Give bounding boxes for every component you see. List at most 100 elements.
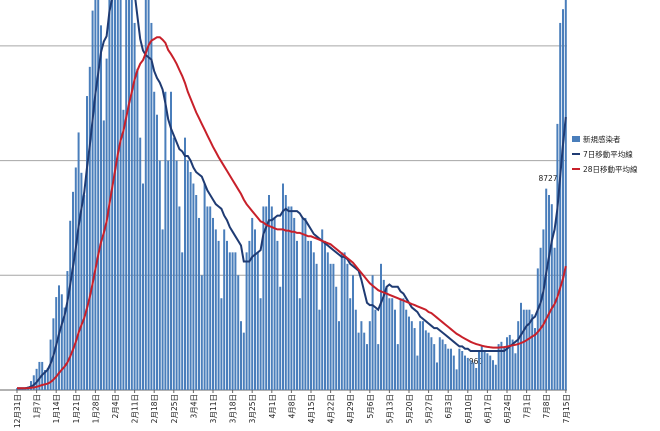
- x-tick-label: 1月21日: [72, 394, 81, 423]
- bar: [195, 195, 198, 390]
- bar: [94, 0, 97, 391]
- bar: [363, 332, 366, 390]
- bar: [125, 0, 128, 391]
- bar: [119, 0, 122, 390]
- bar: [32, 375, 35, 390]
- bar: [436, 362, 438, 390]
- bar: [494, 364, 497, 390]
- bar: [265, 206, 268, 390]
- bar: [528, 309, 531, 390]
- bar: [175, 160, 178, 390]
- bar: [273, 217, 276, 390]
- bar: [139, 137, 142, 390]
- bar: [172, 137, 175, 390]
- bar: [548, 195, 550, 390]
- bar: [102, 120, 105, 390]
- bar: [550, 204, 553, 390]
- bar: [511, 339, 514, 390]
- bar: [408, 316, 410, 390]
- x-tick-label: 1月14日: [52, 394, 61, 423]
- bar: [114, 0, 116, 391]
- bar: [402, 298, 405, 390]
- bar: [534, 328, 536, 390]
- x-tick-label: 5月13日: [385, 394, 394, 423]
- bar: [254, 229, 256, 390]
- x-tick-label: 4月29日: [346, 394, 355, 423]
- bar: [458, 348, 461, 390]
- bar: [335, 286, 338, 390]
- bar: [198, 217, 200, 390]
- bar: [480, 346, 483, 390]
- bar: [128, 0, 130, 391]
- annotation: 960: [469, 357, 484, 366]
- bar: [290, 206, 293, 390]
- bar: [66, 271, 69, 390]
- bar: [455, 369, 458, 390]
- bar: [231, 252, 234, 390]
- bar: [268, 195, 270, 390]
- bar: [396, 344, 399, 390]
- bar: [77, 132, 80, 391]
- bar: [136, 68, 139, 390]
- bar: [517, 321, 520, 390]
- bar: [508, 334, 511, 390]
- bar: [514, 353, 517, 390]
- bar: [312, 252, 315, 390]
- x-tick-label: 4月8日: [287, 394, 296, 419]
- bar: [382, 279, 385, 390]
- bar: [346, 263, 349, 390]
- x-tick-label: 4月15日: [307, 394, 316, 423]
- bar: [441, 339, 444, 390]
- bar: [450, 348, 452, 390]
- bar: [38, 361, 41, 390]
- line: [17, 0, 567, 390]
- bar: [69, 220, 72, 390]
- bar: [466, 357, 469, 390]
- bar: [237, 275, 240, 390]
- x-tick-label: 4月1日: [268, 394, 277, 419]
- bar: [150, 22, 153, 391]
- bar: [256, 252, 259, 390]
- bar: [97, 0, 100, 391]
- bar: [472, 362, 475, 390]
- bar: [354, 309, 357, 390]
- bar: [391, 298, 394, 390]
- bar: [164, 91, 167, 390]
- bar: [80, 172, 83, 390]
- annotation: 8727: [538, 174, 557, 183]
- bar: [276, 240, 279, 390]
- bar: [186, 160, 189, 390]
- bar: [307, 240, 310, 390]
- bar: [296, 240, 298, 390]
- bar: [357, 332, 360, 390]
- x-tick-label: 7月8日: [542, 394, 551, 419]
- line: [17, 36, 567, 390]
- bar: [500, 341, 503, 390]
- bar: [416, 355, 419, 390]
- bar: [562, 9, 564, 390]
- bar: [209, 206, 212, 390]
- bar: [46, 367, 49, 390]
- bar: [63, 307, 66, 390]
- bar: [492, 360, 494, 390]
- x-tick-label: 5月6日: [366, 394, 375, 419]
- bar: [444, 344, 447, 390]
- bar: [321, 229, 324, 390]
- bar: [385, 286, 388, 390]
- bar: [122, 109, 125, 390]
- bar: [133, 22, 136, 391]
- bar: [422, 321, 424, 390]
- bar: [531, 314, 534, 390]
- bar: [161, 229, 164, 390]
- bar: [142, 183, 144, 390]
- bar: [228, 252, 231, 390]
- bar: [259, 298, 262, 390]
- bar: [203, 183, 206, 390]
- bar: [245, 252, 248, 390]
- bar: [489, 355, 492, 390]
- bar: [170, 91, 172, 390]
- bar: [424, 330, 427, 390]
- bar: [475, 367, 478, 390]
- bar: [503, 346, 506, 390]
